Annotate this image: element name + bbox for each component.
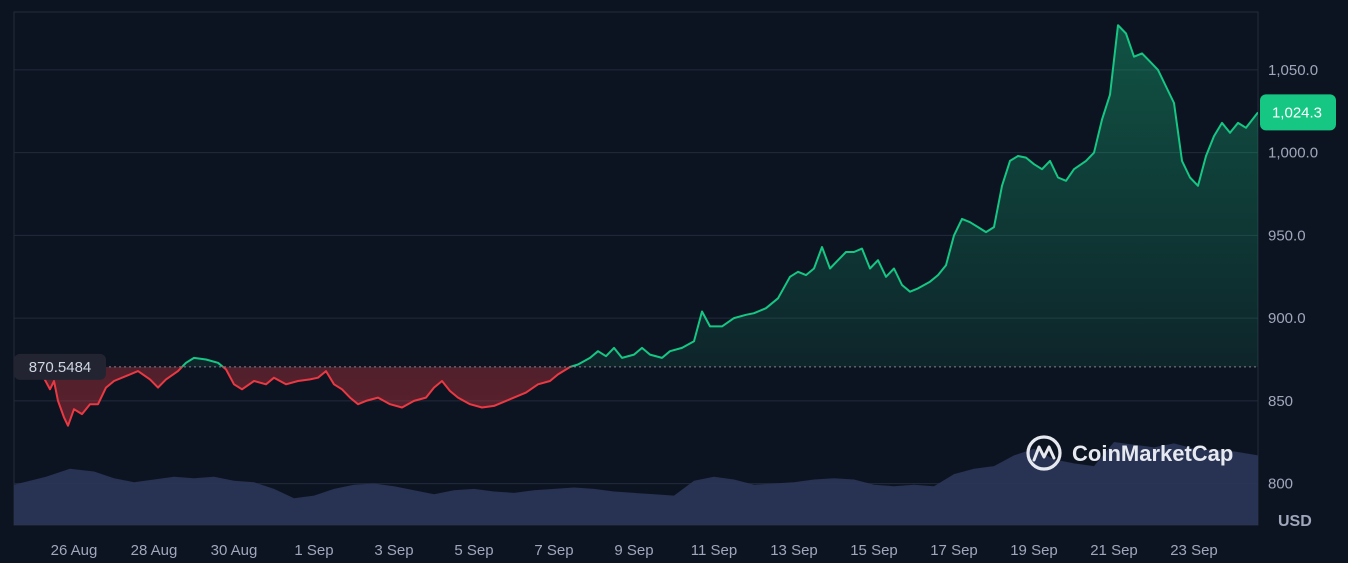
y-tick-label: 800 — [1268, 476, 1293, 493]
current-price-label-text: 1,024.3 — [1272, 104, 1322, 121]
currency-unit-label: USD — [1278, 513, 1312, 530]
price-line — [14, 24, 1258, 427]
y-tick-label: 900.0 — [1268, 310, 1306, 327]
brand-name: CoinMarketCap — [1072, 441, 1233, 466]
x-tick-label: 23 Sep — [1170, 542, 1218, 559]
x-tick-label: 1 Sep — [294, 542, 333, 559]
price-area — [14, 25, 1258, 426]
y-tick-label: 950.0 — [1268, 227, 1306, 244]
x-tick-label: 9 Sep — [614, 542, 653, 559]
coinmarketcap-logo-icon — [1026, 435, 1062, 471]
line-above-baseline — [31, 24, 1258, 367]
x-tick-label: 7 Sep — [534, 542, 573, 559]
volume-area — [14, 442, 1258, 525]
x-tick-label: 13 Sep — [770, 542, 818, 559]
current-price-label: 1,024.3 — [1260, 94, 1336, 131]
x-tick-label: 17 Sep — [930, 542, 978, 559]
x-tick-label: 11 Sep — [691, 542, 737, 559]
x-tick-label: 28 Aug — [131, 542, 178, 559]
x-tick-label: 15 Sep — [850, 542, 898, 559]
x-tick-label: 30 Aug — [211, 542, 258, 559]
x-tick-label: 5 Sep — [454, 542, 493, 559]
x-axis-labels: 26 Aug 28 Aug 30 Aug 1 Sep 3 Sep 5 Sep 7 Sep 9 … — [51, 542, 1218, 559]
y-tick-label: 1,000.0 — [1268, 145, 1318, 162]
y-tick-label: 1,050.0 — [1268, 62, 1318, 79]
coinmarketcap-watermark: CoinMarketCap — [1026, 435, 1233, 471]
baseline-label-text: 870.5484 — [29, 359, 92, 376]
y-axis-labels: 800 850 900.0 950.0 1,000.0 1,050.0 — [1268, 62, 1318, 493]
x-tick-label: 19 Sep — [1010, 542, 1058, 559]
volume-bars — [14, 442, 1258, 525]
baseline-label: 870.5484 — [14, 353, 106, 380]
x-tick-label: 26 Aug — [51, 542, 98, 559]
y-tick-label: 850 — [1268, 393, 1293, 410]
x-tick-label: 3 Sep — [374, 542, 413, 559]
area-above-baseline — [32, 25, 1258, 367]
x-tick-label: 21 Sep — [1090, 542, 1138, 559]
